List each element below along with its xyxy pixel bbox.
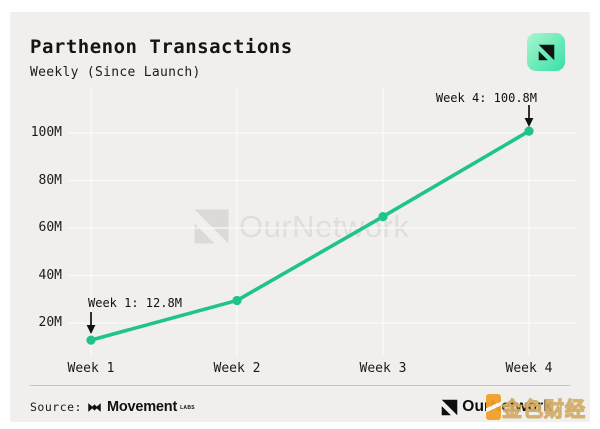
ournetwork-logo-icon-footer	[441, 399, 458, 415]
watermark-jinse: 金色财经	[486, 391, 586, 422]
annotation-week4-text: Week 4: 100.8M	[435, 91, 537, 105]
x-tick-label: Week 4	[505, 361, 553, 376]
source-name: Movement	[106, 399, 178, 415]
watermark-text: OurNetwork	[239, 208, 410, 244]
source-suffix: LABS	[180, 405, 195, 411]
x-tick-label: Week 2	[213, 361, 261, 376]
annotation-week1-text: Week 1: 12.8M	[88, 296, 182, 310]
source-label: Source:	[30, 400, 82, 414]
brand-footer: OurNetwork	[441, 398, 552, 416]
jinse-logo-icon	[486, 394, 501, 420]
y-tick-label: 80M	[38, 172, 62, 188]
ournetwork-logo-icon-watermark	[194, 209, 229, 244]
y-tick-label: 60M	[38, 220, 62, 235]
source-attribution: Source: Movement LABS	[30, 399, 195, 415]
ournetwork-logo-icon	[538, 44, 554, 60]
footer: Source: Movement LABS OurNetwork	[30, 392, 578, 422]
chart-title: Parthenon Transactions	[30, 36, 293, 58]
data-point	[232, 295, 242, 306]
y-tick-label: 40M	[38, 267, 62, 283]
movement-logo-icon	[88, 402, 101, 412]
jinse-watermark-text: 金色财经	[501, 398, 586, 421]
chart-card: Parthenon Transactions Weekly (Since Lau…	[10, 12, 590, 422]
arrow-down-icon	[524, 105, 534, 127]
chart-subtitle: Weekly (Since Launch)	[30, 65, 201, 80]
y-tick-label: 20M	[38, 315, 62, 330]
brand-name: OurNetwork	[462, 398, 552, 415]
x-tick-label: Week 3	[359, 361, 407, 376]
watermark-ournetwork-center: OurNetwork	[193, 208, 409, 245]
data-point	[524, 126, 534, 136]
footer-divider	[30, 385, 570, 386]
annotation-week1: Week 1: 12.8M	[88, 296, 182, 310]
x-tick-label: Week 1	[67, 361, 115, 376]
arrow-down-icon	[86, 312, 96, 334]
annotation-week4: Week 4: 100.8M	[340, 91, 537, 105]
data-point	[86, 335, 96, 345]
y-tick-label: 100M	[30, 125, 62, 140]
ournetwork-badge	[527, 33, 565, 71]
